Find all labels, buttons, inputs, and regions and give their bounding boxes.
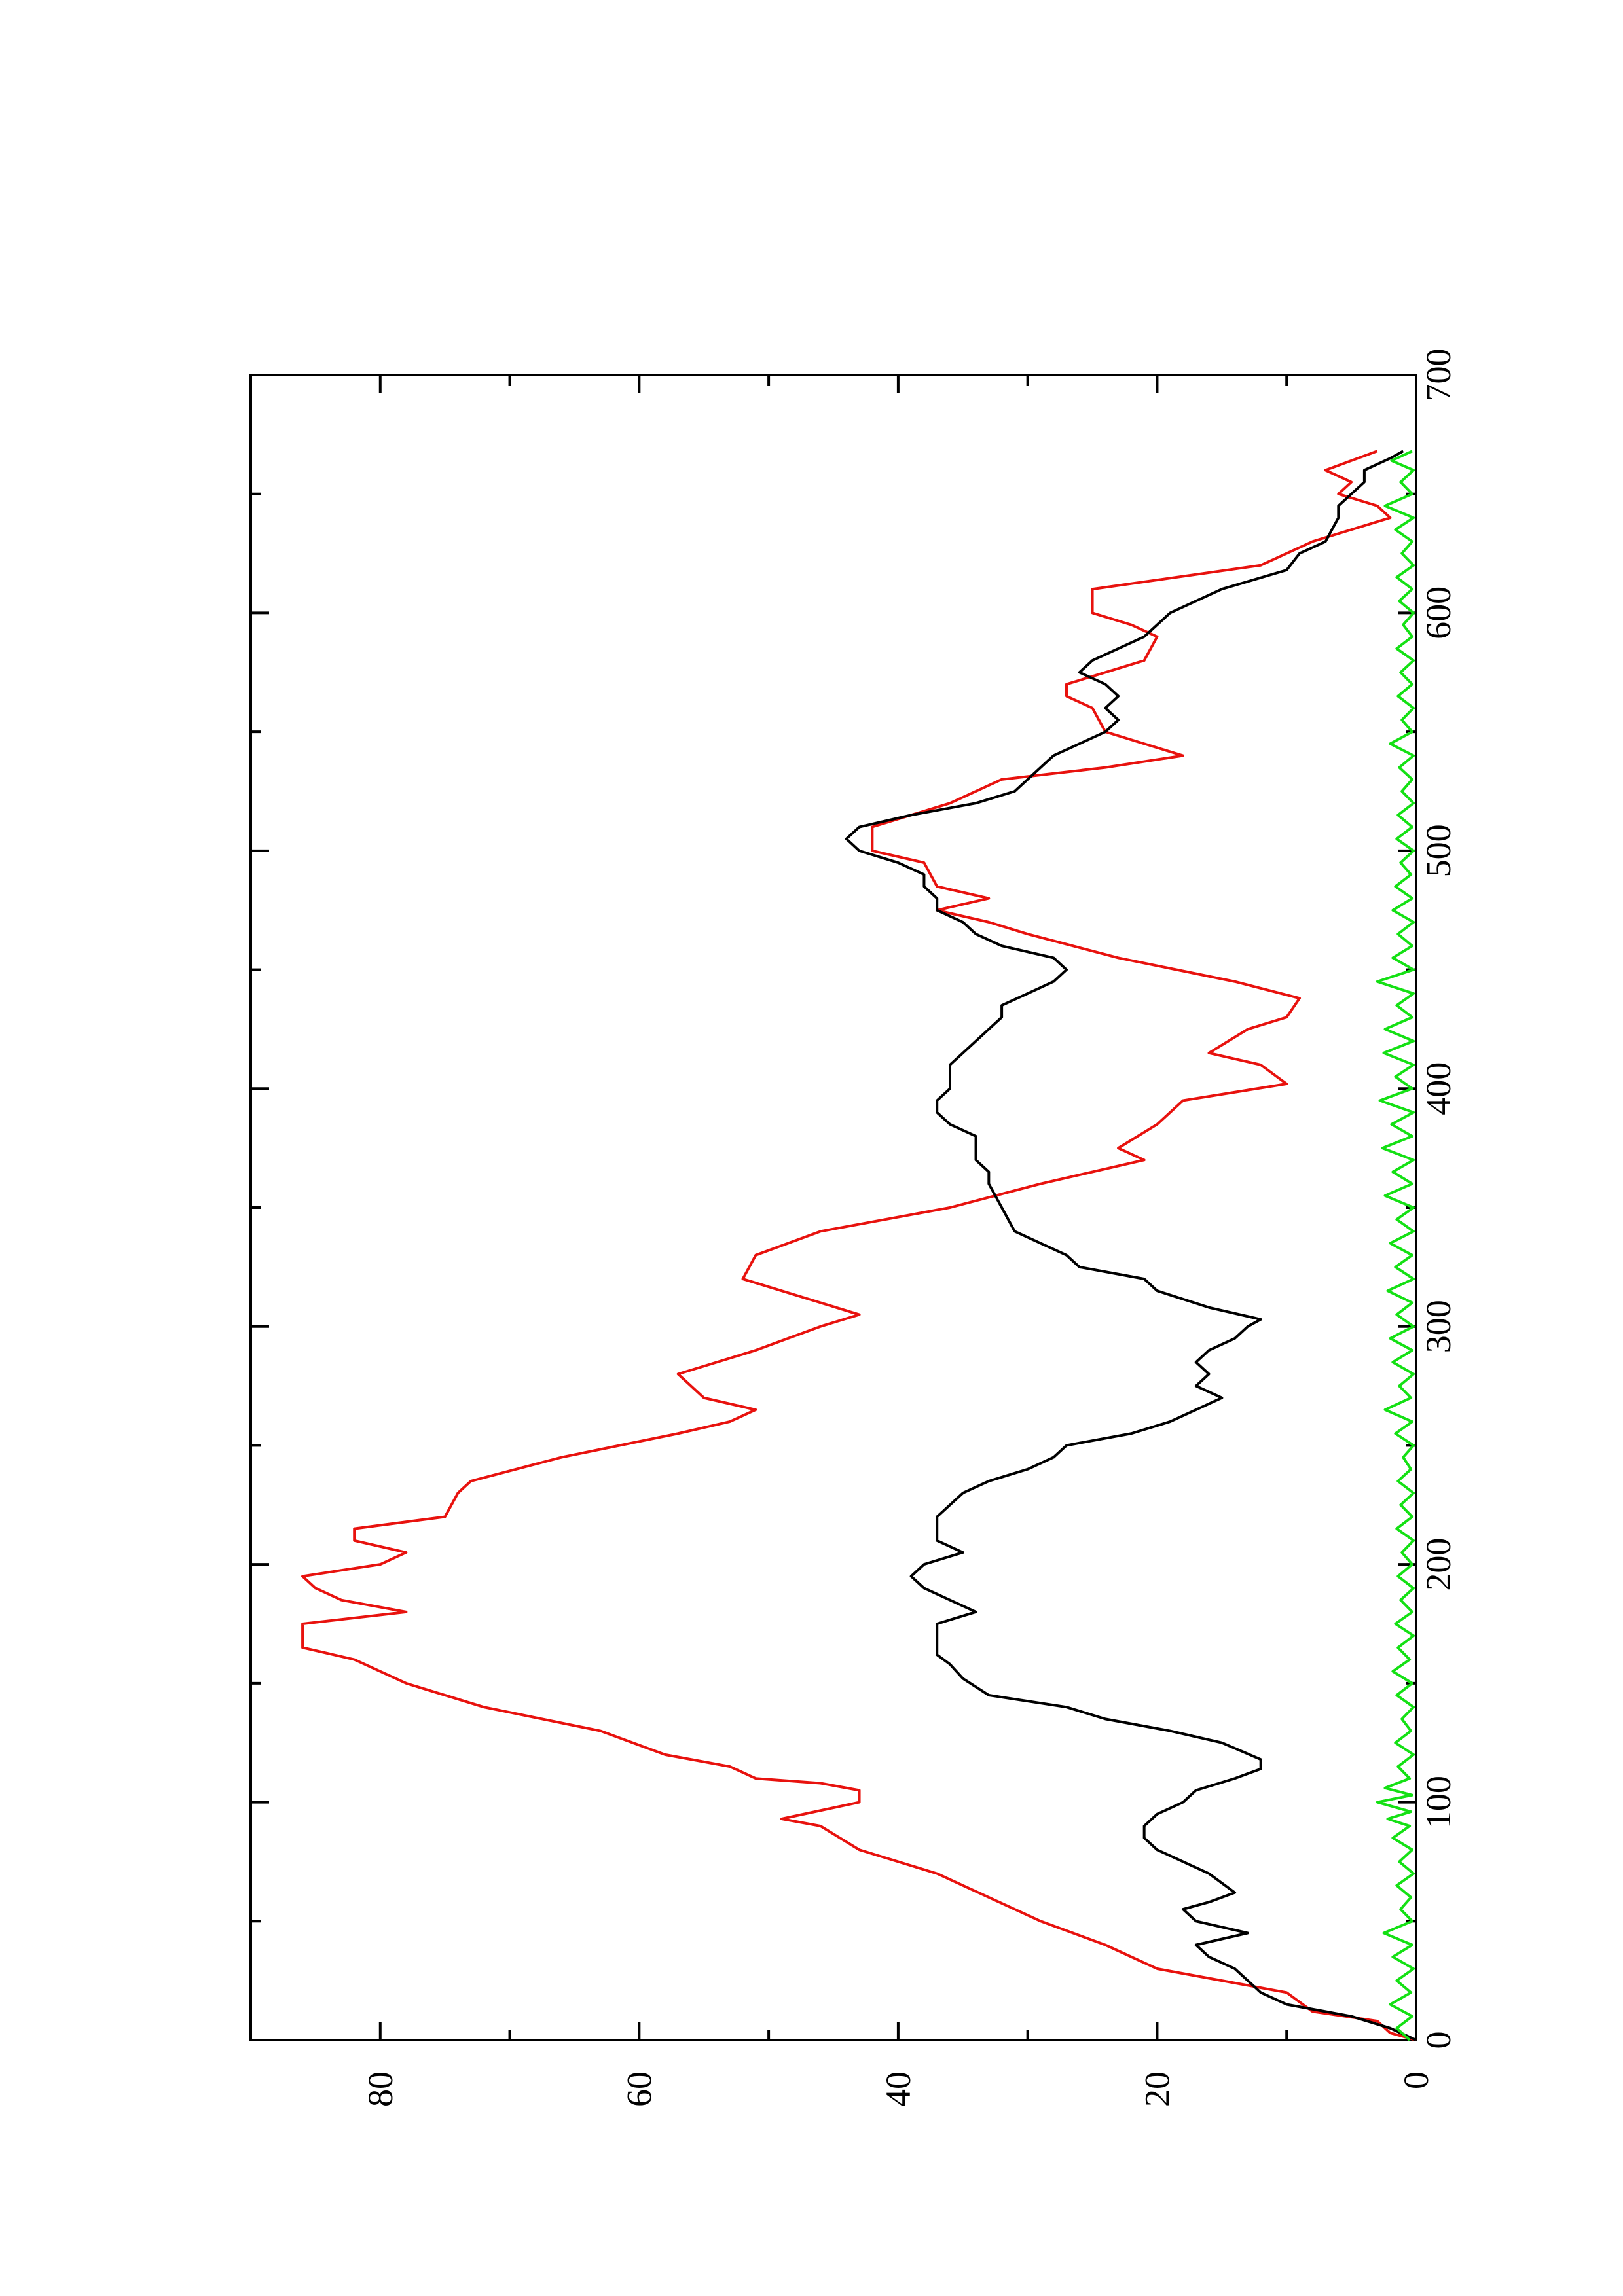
x-tick-label: 700 (1419, 349, 1458, 402)
tick-labels: 0 100 200 300 400 500 600 700 0 20 40 60 80 (361, 349, 1458, 2108)
x-tick-label: 100 (1419, 1776, 1458, 1829)
y-tick-label: 60 (619, 2072, 659, 2107)
x-tick-label: 300 (1419, 1300, 1458, 1353)
x-tick-label: 200 (1419, 1538, 1458, 1591)
plot-frame (249, 374, 1417, 2041)
series-line-0 (301, 450, 1417, 2041)
y-tick-label: 40 (879, 2072, 918, 2107)
series-line-1 (845, 450, 1417, 2041)
ticks (249, 374, 1417, 2041)
x-tick-label: 400 (1419, 1062, 1458, 1115)
y-tick-label: 20 (1137, 2072, 1176, 2107)
series-line-2 (1376, 450, 1415, 2041)
x-tick-label: 600 (1419, 586, 1458, 639)
series-lines (301, 450, 1417, 2041)
x-tick-label: 500 (1419, 824, 1458, 877)
x-tick-label: 0 (1419, 2032, 1458, 2049)
y-tick-label: 80 (361, 2072, 400, 2107)
y-tick-label: 0 (1396, 2072, 1436, 2089)
